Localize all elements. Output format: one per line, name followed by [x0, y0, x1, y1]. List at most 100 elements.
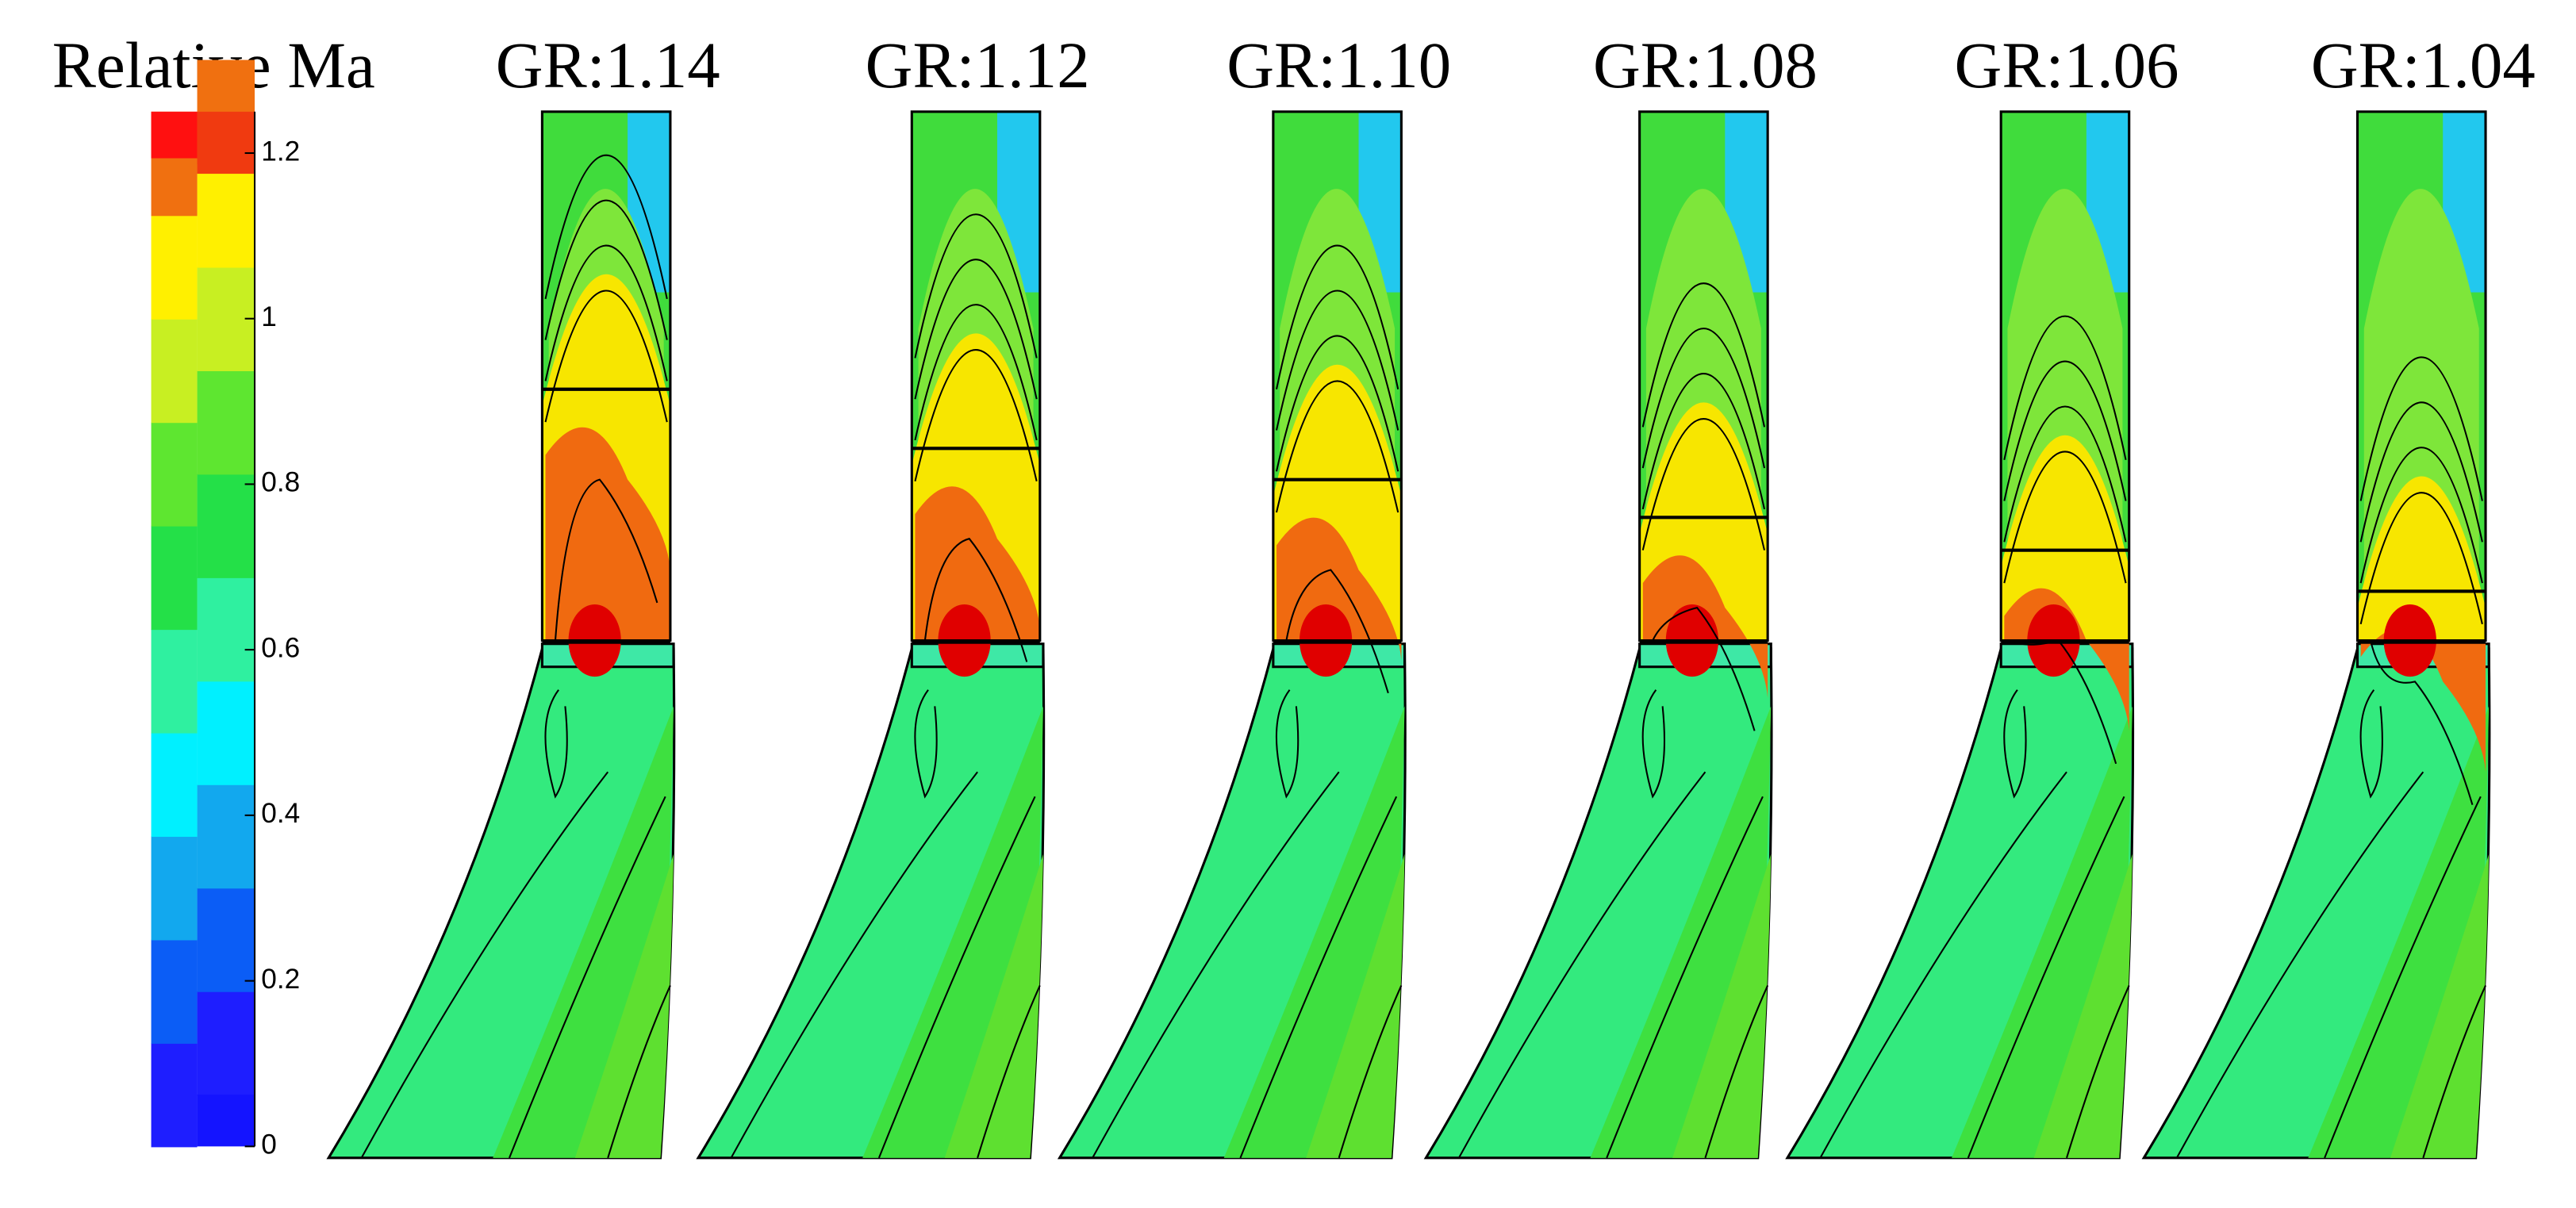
- contour-line: [914, 349, 1038, 481]
- contour-line: [544, 689, 568, 799]
- passage-zone: [2033, 853, 2133, 1158]
- contour-line: [923, 538, 1028, 662]
- colorbar-band: [151, 215, 198, 320]
- channel-outline: [1999, 110, 2131, 642]
- contour-line: [914, 213, 1038, 359]
- colorbar-tick-label: 1: [261, 301, 277, 332]
- mask: [912, 640, 1040, 644]
- contour-line: [1275, 335, 1399, 472]
- colorbar-band: [197, 681, 255, 785]
- panel-title: GR:1.04: [2311, 29, 2536, 102]
- contour-line: [1457, 771, 1706, 1159]
- contour-line: [2324, 796, 2482, 1159]
- contour-line: [1092, 771, 1340, 1159]
- colorbar: 0 0.2 0.4 0.6 0.8 1 1.2: [151, 59, 300, 1160]
- contour-line: [2003, 315, 2127, 461]
- contour-line: [2003, 405, 2127, 543]
- contour-line: [1641, 328, 1766, 469]
- contour-line: [914, 304, 1038, 441]
- orange-zone: [545, 427, 670, 641]
- colorbar-band: [151, 1042, 198, 1148]
- channel-outline: [540, 110, 672, 642]
- colorbar-band: [197, 1095, 255, 1147]
- colorbar-band: [197, 111, 255, 174]
- colorbar-tick-label: 0.2: [261, 964, 300, 995]
- passage-zone: [944, 853, 1043, 1158]
- contour-line: [509, 796, 666, 1159]
- contour-line: [1652, 606, 1756, 731]
- contour-line: [360, 771, 609, 1159]
- colorbar-band: [151, 835, 198, 941]
- contour-line: [1641, 373, 1766, 510]
- colorbar-band: [151, 732, 198, 838]
- panel-title: GR:1.14: [496, 29, 720, 102]
- passage-zone: [574, 853, 674, 1158]
- contour-line: [1641, 689, 1666, 799]
- contour-line: [2003, 360, 2127, 501]
- contour-line: [2359, 689, 2383, 799]
- channel-outline: [2355, 110, 2487, 642]
- colorbar-band: [197, 784, 255, 889]
- panel-title: GR:1.06: [1955, 29, 2179, 102]
- contour-line: [1641, 418, 1766, 550]
- contour-line: [2370, 640, 2474, 805]
- contour-panel: [1423, 110, 1773, 1160]
- contour-line: [2066, 984, 2130, 1159]
- contour-line: [2003, 689, 2027, 799]
- contour-line: [977, 984, 1041, 1159]
- contour-line: [1967, 796, 2125, 1159]
- panel-title: GR:1.12: [866, 29, 1090, 102]
- contour-line: [1239, 796, 1398, 1159]
- colorbar-tick-label: 0.4: [261, 798, 300, 829]
- panel-title: GR:1.08: [1593, 29, 1818, 102]
- contour-line: [2359, 356, 2483, 501]
- channel-outline: [910, 110, 1042, 642]
- contour-line: [554, 478, 658, 641]
- channel-outline: [1272, 110, 1403, 642]
- contour-panel: [326, 110, 676, 1160]
- contour-line: [1819, 771, 2067, 1159]
- channel-outline: [1638, 110, 1769, 642]
- contour-line: [2003, 451, 2127, 584]
- colorbar-band: [151, 629, 198, 734]
- contour-line: [2359, 492, 2483, 625]
- mask: [542, 640, 670, 644]
- contour-line: [914, 689, 938, 799]
- colorbar-band: [151, 318, 198, 424]
- colorbar-tick-label: 0.6: [261, 632, 300, 663]
- yellow-zone: [2357, 476, 2486, 641]
- contour-line: [1606, 796, 1764, 1159]
- colorbar-band: [151, 525, 198, 631]
- mask: [2357, 640, 2486, 644]
- contour-line: [544, 154, 668, 300]
- colorbar-tick-label: 0.8: [261, 467, 300, 498]
- contour-line: [2359, 447, 2483, 584]
- contour-panel: [2141, 110, 2491, 1160]
- colorbar-band: [197, 370, 255, 475]
- contour-line: [1704, 984, 1769, 1159]
- mask: [1273, 640, 1402, 644]
- contour-panel: [1785, 110, 2135, 1160]
- colorbar-band: [151, 111, 198, 159]
- colorbar-band: [197, 577, 255, 682]
- contour-line: [607, 984, 671, 1159]
- passage-zone: [2390, 853, 2490, 1158]
- contour-line: [2359, 401, 2483, 543]
- passage-zone: [1672, 853, 1772, 1158]
- contour-line: [914, 259, 1038, 400]
- colorbar-band: [151, 422, 198, 527]
- contour-line: [1338, 984, 1403, 1159]
- orange-zone: [915, 486, 1040, 641]
- orange-zone: [2360, 629, 2486, 773]
- contour-line: [544, 244, 668, 382]
- colorbar-band: [197, 474, 255, 578]
- contour-line: [1275, 689, 1300, 799]
- contour-line: [1275, 380, 1399, 513]
- contour-line: [2014, 639, 2117, 765]
- mask: [1639, 640, 1768, 644]
- contour-line: [730, 771, 978, 1159]
- contour-line: [877, 796, 1036, 1159]
- mask: [2001, 640, 2129, 644]
